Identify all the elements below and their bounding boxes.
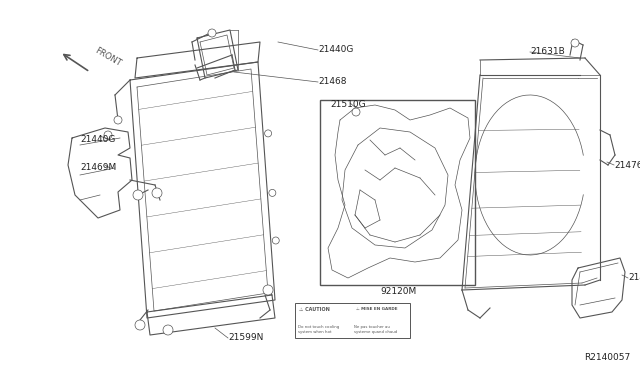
Circle shape — [269, 189, 276, 196]
Circle shape — [163, 325, 173, 335]
Circle shape — [352, 108, 360, 116]
Text: 21440G: 21440G — [318, 45, 353, 55]
Circle shape — [114, 116, 122, 124]
Bar — [295, 303, 410, 338]
Text: 21440G: 21440G — [80, 135, 115, 144]
Text: 21469M: 21469M — [80, 164, 116, 173]
Circle shape — [571, 39, 579, 47]
Text: Do not touch cooling
system when hot: Do not touch cooling system when hot — [298, 326, 339, 334]
Circle shape — [208, 29, 216, 37]
Text: Ne pas toucher au
systeme quand chaud: Ne pas toucher au systeme quand chaud — [355, 326, 397, 334]
Circle shape — [152, 188, 162, 198]
Circle shape — [263, 285, 273, 295]
Text: ⚠ MISE EN GARDE: ⚠ MISE EN GARDE — [355, 307, 397, 311]
Text: 92120M: 92120M — [380, 288, 416, 296]
Text: 21477: 21477 — [628, 273, 640, 282]
Circle shape — [272, 237, 279, 244]
Bar — [320, 100, 475, 285]
Text: 21510G: 21510G — [330, 100, 365, 109]
Text: 21631B: 21631B — [530, 48, 564, 57]
Circle shape — [104, 131, 112, 139]
Text: R2140057: R2140057 — [584, 353, 630, 362]
Circle shape — [264, 130, 271, 137]
Text: 21599N: 21599N — [228, 334, 264, 343]
Text: 21468: 21468 — [318, 77, 346, 87]
Circle shape — [135, 320, 145, 330]
Text: FRONT: FRONT — [93, 46, 122, 68]
Text: 21476: 21476 — [614, 160, 640, 170]
Circle shape — [133, 190, 143, 200]
Text: ⚠ CAUTION: ⚠ CAUTION — [299, 307, 330, 312]
